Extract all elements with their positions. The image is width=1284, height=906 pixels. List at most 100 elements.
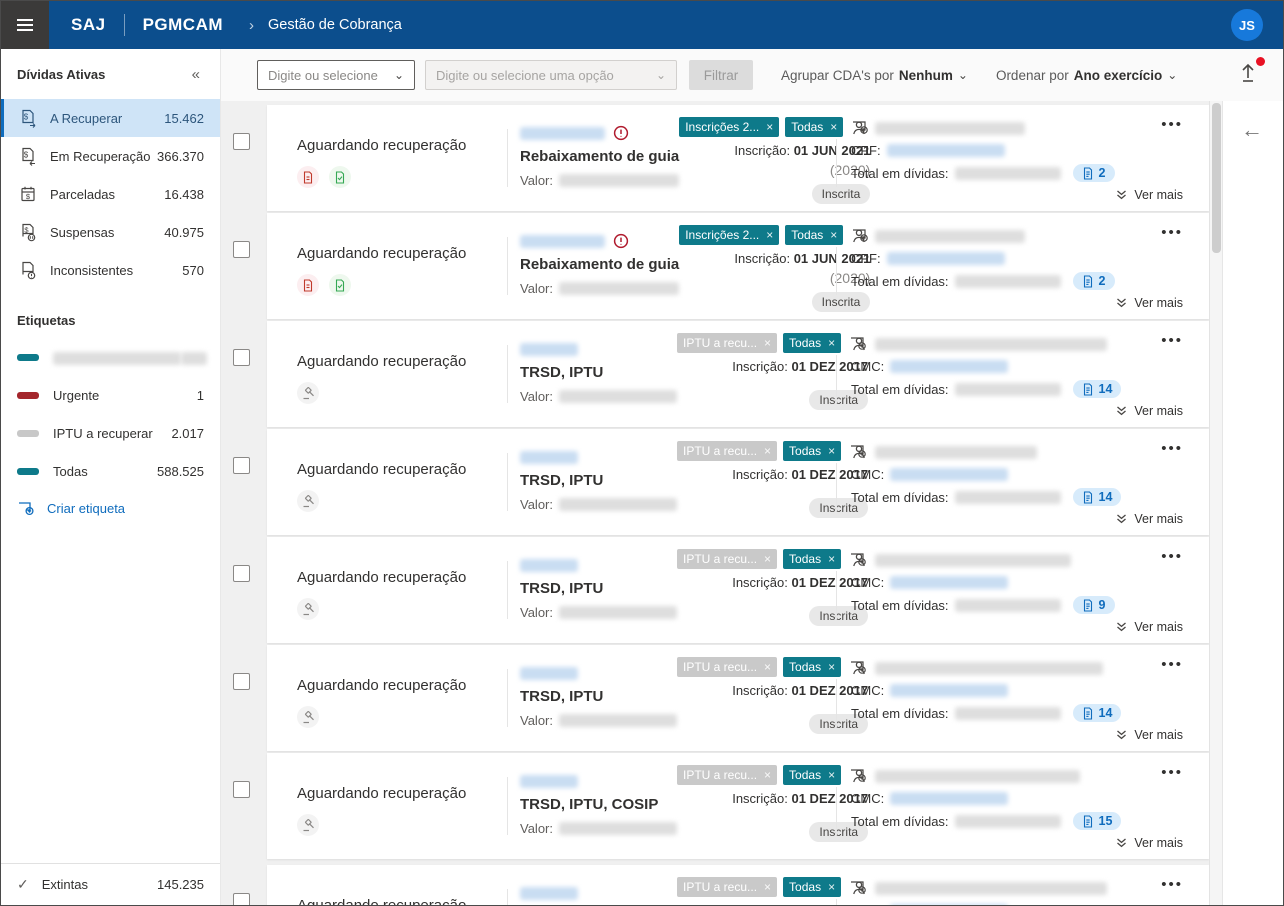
filter-type-select[interactable]: Digite ou selecione ⌄ (257, 60, 415, 90)
filter-value-select[interactable]: Digite ou selecione uma opção ⌄ (425, 60, 677, 90)
filter-tag[interactable]: Todas × (783, 333, 842, 353)
more-options-button[interactable]: ••• (1161, 332, 1183, 349)
avatar[interactable]: JS (1231, 9, 1263, 41)
tag-remove-icon[interactable]: × (828, 444, 836, 458)
card-checkbox[interactable] (233, 457, 250, 474)
debt-count-pill[interactable]: 14 (1072, 704, 1122, 722)
debt-count-pill[interactable]: 2 (1072, 164, 1115, 182)
card-checkbox[interactable] (233, 673, 250, 690)
ver-mais-button[interactable]: Ver mais (1115, 836, 1183, 850)
gavel-icon (297, 814, 319, 836)
panel-collapse-arrow-icon[interactable]: ← (1241, 117, 1263, 142)
app-logo[interactable]: SAJ (71, 15, 106, 34)
tag-remove-icon[interactable]: × (764, 552, 772, 566)
cda-number-link[interactable] (520, 666, 578, 680)
cda-number-link[interactable] (520, 886, 578, 900)
module-name[interactable]: PGMCAM (142, 15, 224, 34)
card-checkbox[interactable] (233, 349, 250, 366)
filter-tag[interactable]: IPTU a recu... × (677, 441, 778, 461)
tag-remove-icon[interactable]: × (764, 336, 772, 350)
filter-tag[interactable]: Todas × (783, 765, 842, 785)
card-title: TRSD, IPTU (520, 364, 604, 381)
sidebar-collapse-icon[interactable]: « (191, 65, 200, 83)
tag-remove-icon[interactable]: × (764, 660, 772, 674)
sidebar-item-a-recuperar[interactable]: $ A Recuperar 15.462 (1, 99, 220, 137)
sidebar-item-parceladas[interactable]: $ Parceladas 16.438 (1, 175, 220, 213)
hamburger-menu-icon[interactable] (1, 1, 49, 49)
create-etiqueta-link[interactable]: Criar etiqueta (1, 490, 220, 526)
sidebar-item-extintas[interactable]: ✓ Extintas 145.235 (1, 863, 220, 905)
sidebar-item-inconsistentes[interactable]: Inconsistentes 570 (1, 251, 220, 289)
scrollbar[interactable] (1209, 101, 1222, 905)
filter-tag[interactable]: Todas × (785, 225, 844, 245)
cda-number-link[interactable] (520, 450, 578, 464)
alert-circle-icon[interactable] (613, 233, 629, 249)
etiqueta-item-todas[interactable]: Todas 588.525 (1, 452, 220, 490)
filter-tag[interactable]: Todas × (783, 877, 842, 897)
tag-remove-icon[interactable]: × (828, 552, 836, 566)
cda-number-link[interactable] (520, 234, 605, 248)
debt-count-pill[interactable]: 14 (1072, 380, 1122, 398)
tag-remove-icon[interactable]: × (830, 228, 838, 242)
tag-remove-icon[interactable]: × (828, 880, 836, 894)
ver-mais-button[interactable]: Ver mais (1115, 188, 1183, 202)
debt-count-pill[interactable]: 9 (1072, 596, 1115, 614)
sidebar-item-em-recuperação[interactable]: $ Em Recuperação 366.370 (1, 137, 220, 175)
more-options-button[interactable]: ••• (1161, 116, 1183, 133)
filter-tag[interactable]: IPTU a recu... × (677, 877, 778, 897)
tag-remove-icon[interactable]: × (764, 768, 772, 782)
card-row: Aguardando recuperação TRSD, IPTU Valor: IP… (233, 537, 1209, 643)
alert-circle-icon[interactable] (613, 125, 629, 141)
tag-remove-icon[interactable]: × (766, 228, 774, 242)
sidebar-item-suspensas[interactable]: $ Suspensas 40.975 (1, 213, 220, 251)
cda-number-link[interactable] (520, 558, 578, 572)
cda-number-link[interactable] (520, 126, 605, 140)
tag-remove-icon[interactable]: × (830, 120, 838, 134)
ver-mais-button[interactable]: Ver mais (1115, 296, 1183, 310)
agrupar-dropdown[interactable]: Agrupar CDA's por Nenhum ⌄ (781, 67, 968, 83)
ver-mais-button[interactable]: Ver mais (1115, 404, 1183, 418)
filter-tag[interactable]: IPTU a recu... × (677, 549, 778, 569)
filter-tag[interactable]: Todas × (785, 117, 844, 137)
filter-tag[interactable]: Todas × (783, 441, 842, 461)
ordenar-dropdown[interactable]: Ordenar por Ano exercício ⌄ (995, 67, 1178, 83)
card-checkbox[interactable] (233, 781, 250, 798)
etiqueta-item-iptu-a-recuperar[interactable]: IPTU a recuperar 2.017 (1, 414, 220, 452)
inscricao-label: Inscrição: (732, 467, 788, 482)
more-options-button[interactable]: ••• (1161, 548, 1183, 565)
card-checkbox[interactable] (233, 893, 250, 905)
more-options-button[interactable]: ••• (1161, 656, 1183, 673)
tag-remove-icon[interactable]: × (828, 336, 836, 350)
cda-number-link[interactable] (520, 774, 578, 788)
more-options-button[interactable]: ••• (1161, 764, 1183, 781)
tag-remove-icon[interactable]: × (828, 660, 836, 674)
card-checkbox[interactable] (233, 565, 250, 582)
ver-mais-button[interactable]: Ver mais (1115, 620, 1183, 634)
tag-remove-icon[interactable]: × (764, 880, 772, 894)
tag-remove-icon[interactable]: × (828, 768, 836, 782)
debt-count-pill[interactable]: 14 (1072, 488, 1122, 506)
ver-mais-button[interactable]: Ver mais (1115, 728, 1183, 742)
debt-count-pill[interactable]: 15 (1072, 812, 1122, 830)
filter-tag[interactable]: IPTU a recu... × (677, 333, 778, 353)
filtrar-button[interactable]: Filtrar (689, 60, 753, 90)
cda-number-link[interactable] (520, 342, 578, 356)
card-checkbox[interactable] (233, 133, 250, 150)
upload-icon[interactable] (1231, 56, 1265, 94)
ver-mais-button[interactable]: Ver mais (1115, 512, 1183, 526)
tag-remove-icon[interactable]: × (764, 444, 772, 458)
more-options-button[interactable]: ••• (1161, 440, 1183, 457)
etiqueta-item[interactable] (1, 338, 220, 376)
filter-tag[interactable]: Todas × (783, 657, 842, 677)
filter-tag[interactable]: Inscrições 2... × (679, 225, 780, 245)
debt-count-pill[interactable]: 2 (1072, 272, 1115, 290)
filter-tag[interactable]: Inscrições 2... × (679, 117, 780, 137)
tag-remove-icon[interactable]: × (766, 120, 774, 134)
card-checkbox[interactable] (233, 241, 250, 258)
filter-tag[interactable]: Todas × (783, 549, 842, 569)
more-options-button[interactable]: ••• (1161, 224, 1183, 241)
filter-tag[interactable]: IPTU a recu... × (677, 765, 778, 785)
etiqueta-item-urgente[interactable]: Urgente 1 (1, 376, 220, 414)
filter-tag[interactable]: IPTU a recu... × (677, 657, 778, 677)
more-options-button[interactable]: ••• (1161, 876, 1183, 893)
